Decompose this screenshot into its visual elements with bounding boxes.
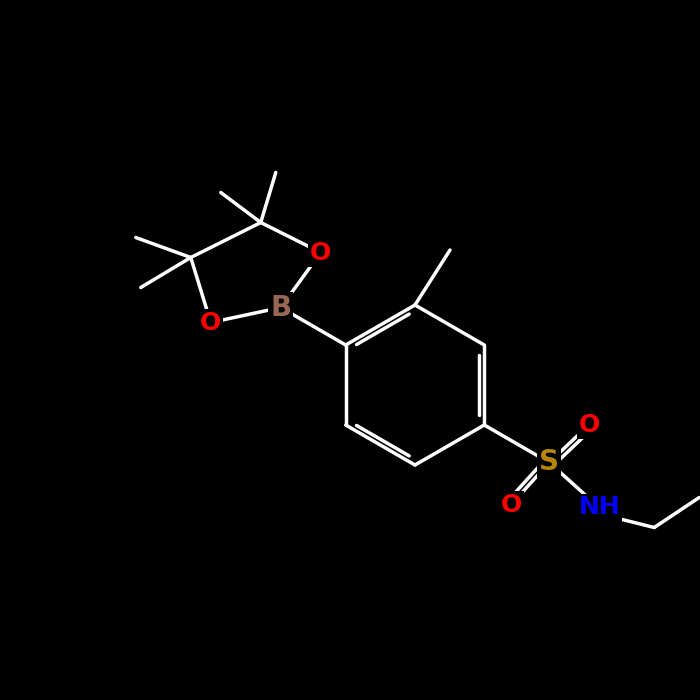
Text: B: B xyxy=(270,293,291,321)
Text: O: O xyxy=(310,241,331,265)
Text: NH: NH xyxy=(578,496,620,519)
Text: O: O xyxy=(500,493,522,517)
Text: O: O xyxy=(200,311,221,335)
Text: S: S xyxy=(539,449,559,477)
Text: O: O xyxy=(579,412,600,437)
